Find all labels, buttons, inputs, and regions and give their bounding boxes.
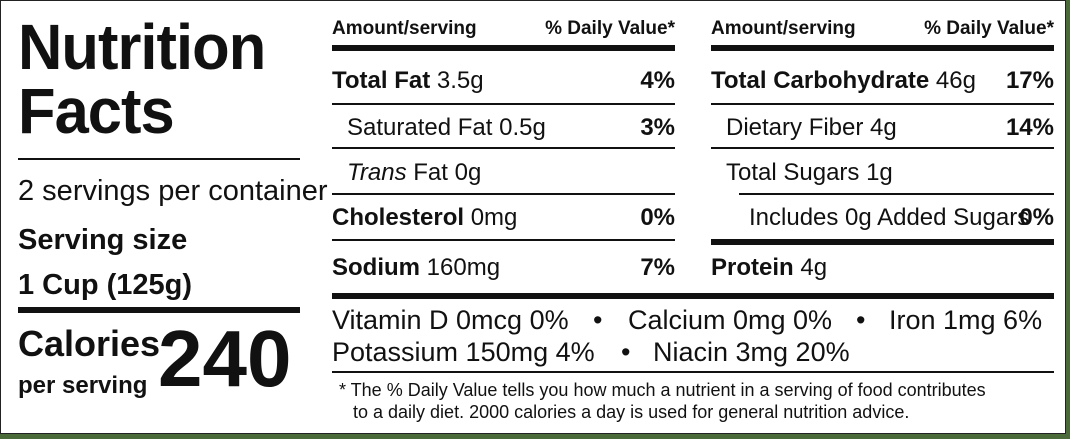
nutrient-amount: 160mg	[426, 254, 501, 281]
bullet-separator: •	[856, 305, 866, 335]
cholesterol-row: Cholesterol 0mg	[332, 204, 517, 232]
nutrient-name: Includes 0g Added Sugars	[749, 204, 1030, 231]
dv-header: % Daily Value*	[924, 18, 1054, 39]
nutrient-amount: 4g	[870, 114, 897, 141]
label-title: Nutrition Facts	[18, 15, 289, 143]
iron: Iron 1mg 6%	[889, 305, 1043, 335]
thick-divider	[332, 293, 1054, 299]
divider	[332, 239, 675, 241]
calories-sub-label: per serving	[18, 372, 148, 399]
dv-header: % Daily Value*	[545, 18, 675, 39]
saturated-fat-row: Saturated Fat 0.5g	[347, 114, 546, 142]
divider	[711, 147, 1054, 149]
divider	[711, 103, 1054, 105]
nutrient-amount: 46g	[935, 67, 976, 94]
divider	[332, 193, 675, 195]
amount-header: Amount/serving	[711, 18, 856, 39]
added-sugars-row: Includes 0g Added Sugars	[749, 204, 1029, 232]
sodium-row: Sodium 160mg	[332, 254, 500, 282]
total-carbohydrate-row: Total Carbohydrate 46g	[711, 67, 976, 95]
sodium-dv: 7%	[640, 254, 675, 281]
calories-value: 240	[158, 314, 292, 403]
divider	[332, 147, 675, 149]
title-text: Nutrition Facts	[18, 11, 266, 147]
nutrient-name: Protein	[711, 254, 794, 281]
bullet-separator: •	[621, 337, 631, 367]
nutrient-name: Trans	[347, 159, 407, 186]
total-fat-row: Total Fat 3.5g	[332, 67, 484, 95]
divider	[18, 158, 300, 160]
trans-fat-row: Trans Fat 0g	[347, 159, 481, 187]
nutrient-name: Cholesterol	[332, 204, 465, 231]
divider	[739, 193, 1054, 195]
thick-divider	[18, 307, 300, 313]
nutrient-amount: 0.5g	[499, 114, 546, 141]
thick-divider	[711, 45, 1054, 51]
footnote-line-2: to a daily diet. 2000 calories a day is …	[353, 402, 910, 422]
thick-divider	[711, 239, 1054, 245]
nutrient-amount: Fat 0g	[413, 159, 482, 186]
divider	[332, 371, 1054, 373]
nutrient-amount: 0mg	[470, 204, 518, 231]
total-carbohydrate-dv: 17%	[1005, 67, 1054, 94]
nutrient-amount: 3.5g	[436, 67, 484, 94]
nutrient-amount: 4g	[800, 254, 828, 281]
cholesterol-dv: 0%	[640, 204, 675, 231]
servings-per-container: 2 servings per container	[18, 175, 328, 207]
divider	[332, 103, 675, 105]
nutrient-name: Saturated Fat	[347, 114, 493, 141]
potassium: Potassium 150mg 4%	[332, 337, 595, 367]
total-sugars-row: Total Sugars 1g	[726, 159, 893, 187]
serving-size-label: Serving size	[18, 224, 188, 256]
nutrient-name: Total Sugars	[726, 159, 860, 186]
added-sugars-dv: 0%	[1019, 204, 1054, 231]
vitamin-d: Vitamin D 0mcg 0%	[332, 305, 569, 335]
serving-size-value: 1 Cup (125g)	[18, 269, 193, 301]
nutrient-name: Dietary Fiber	[726, 114, 864, 141]
total-fat-dv: 4%	[640, 67, 675, 94]
protein-row: Protein 4g	[711, 254, 827, 282]
saturated-fat-dv: 3%	[640, 114, 675, 141]
calories-label: Calories	[18, 323, 161, 364]
thick-divider	[332, 45, 675, 51]
nutrient-name: Total Carbohydrate	[711, 67, 930, 94]
nutrient-amount: 1g	[866, 159, 893, 186]
niacin: Niacin 3mg 20%	[653, 337, 850, 367]
nutrient-name: Total Fat	[332, 67, 431, 94]
footnote-line-1: * The % Daily Value tells you how much a…	[339, 380, 986, 400]
bullet-separator: •	[593, 305, 603, 335]
dietary-fiber-dv: 14%	[1005, 114, 1054, 141]
dietary-fiber-row: Dietary Fiber 4g	[726, 114, 897, 142]
calcium: Calcium 0mg 0%	[628, 305, 833, 335]
amount-header: Amount/serving	[332, 18, 477, 39]
nutrient-name: Sodium	[332, 254, 420, 281]
